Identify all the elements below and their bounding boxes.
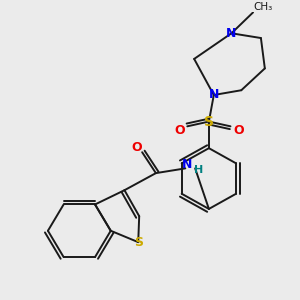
Text: O: O	[233, 124, 244, 136]
Text: O: O	[131, 141, 142, 154]
Text: H: H	[194, 165, 204, 175]
Text: O: O	[174, 124, 185, 136]
Text: N: N	[208, 88, 219, 101]
Text: N: N	[182, 158, 193, 171]
Text: CH₃: CH₃	[253, 2, 272, 12]
Text: S: S	[134, 236, 143, 249]
Text: S: S	[204, 115, 214, 129]
Text: N: N	[226, 27, 237, 40]
